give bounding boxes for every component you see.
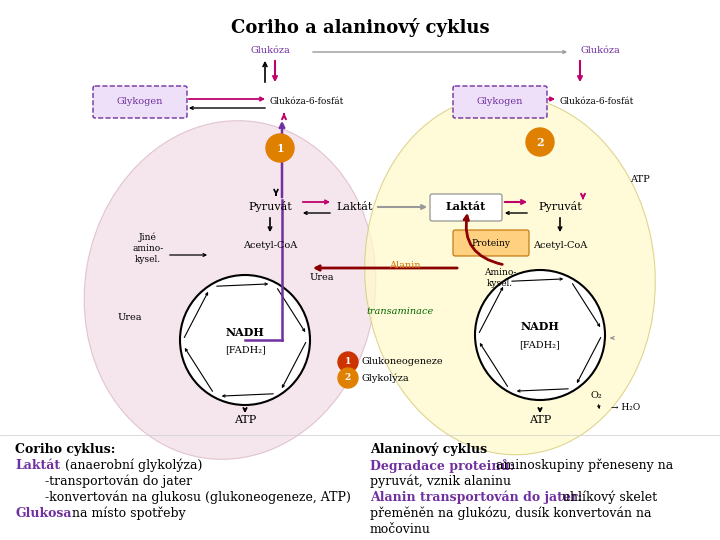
Text: Acetyl-CoA: Acetyl-CoA [243, 240, 297, 249]
Text: Urea: Urea [310, 273, 334, 282]
FancyBboxPatch shape [430, 194, 502, 221]
Text: Alanin: Alanin [390, 260, 420, 269]
Text: 1: 1 [276, 143, 284, 153]
Text: Glukoneogeneze: Glukoneogeneze [362, 357, 444, 367]
Text: Coriho a alaninový cyklus: Coriho a alaninový cyklus [230, 18, 490, 37]
Text: [FADH₂]: [FADH₂] [225, 346, 266, 354]
Text: Glukosa: Glukosa [15, 507, 71, 520]
Text: Coriho cyklus:: Coriho cyklus: [15, 443, 115, 456]
Text: Laktát: Laktát [15, 459, 60, 472]
Text: Glukóza: Glukóza [580, 46, 620, 55]
Text: NADH: NADH [225, 327, 264, 338]
Circle shape [475, 270, 605, 400]
Text: Proteiny: Proteiny [472, 239, 510, 247]
Text: [FADH₂]: [FADH₂] [520, 341, 560, 349]
Text: Laktát: Laktát [446, 201, 486, 213]
Text: -transportován do jater: -transportován do jater [45, 475, 192, 489]
FancyArrowPatch shape [464, 216, 503, 265]
Text: NADH: NADH [521, 321, 559, 333]
Text: Glykogen: Glykogen [117, 98, 163, 106]
Text: -konvertován na glukosu (glukoneogeneze, ATP): -konvertován na glukosu (glukoneogeneze,… [45, 491, 351, 504]
Text: Urea: Urea [118, 314, 143, 322]
FancyBboxPatch shape [93, 86, 187, 118]
Circle shape [180, 275, 310, 405]
FancyBboxPatch shape [453, 86, 547, 118]
Text: (anaerobní glykolýza): (anaerobní glykolýza) [61, 459, 202, 472]
Text: Pyruvát: Pyruvát [538, 201, 582, 213]
Text: Degradace proteinů:: Degradace proteinů: [370, 459, 514, 473]
Text: 2: 2 [345, 374, 351, 382]
FancyBboxPatch shape [453, 230, 529, 256]
Text: ATP: ATP [630, 176, 650, 185]
Text: transaminace: transaminace [366, 307, 433, 316]
Circle shape [338, 368, 358, 388]
Text: 1: 1 [345, 357, 351, 367]
Text: Glykolýza: Glykolýza [362, 373, 410, 383]
Text: Jiné
amino-
kysel.: Jiné amino- kysel. [132, 232, 163, 264]
Text: 2: 2 [536, 137, 544, 147]
Text: na místo spotřeby: na místo spotřeby [68, 507, 186, 521]
Text: Glukóza: Glukóza [250, 46, 290, 55]
Circle shape [526, 128, 554, 156]
Text: Glykogen: Glykogen [477, 98, 523, 106]
Text: Alaninový cyklus: Alaninový cyklus [370, 443, 487, 456]
Text: močovinu: močovinu [370, 523, 431, 536]
Text: uhlíkový skelet: uhlíkový skelet [558, 491, 657, 504]
Circle shape [338, 352, 358, 372]
Ellipse shape [365, 95, 655, 455]
Text: přeměněn na glukózu, dusík konvertován na: přeměněn na glukózu, dusík konvertován n… [370, 507, 652, 521]
Text: → H₂O: → H₂O [611, 402, 641, 411]
Text: O₂: O₂ [590, 390, 602, 400]
Text: aminoskupiny přeneseny na: aminoskupiny přeneseny na [492, 459, 673, 472]
Circle shape [266, 134, 294, 162]
Text: Glukóza-6-fosfát: Glukóza-6-fosfát [560, 98, 634, 106]
Text: ATP: ATP [234, 415, 256, 425]
Ellipse shape [84, 121, 376, 460]
Text: Alanin transportován do jater:: Alanin transportován do jater: [370, 491, 582, 504]
Text: Pyruvát: Pyruvát [248, 201, 292, 213]
Text: pyruvát, vznik alaninu: pyruvát, vznik alaninu [370, 475, 511, 489]
Text: Amino-
kysel.: Amino- kysel. [484, 268, 516, 288]
Text: Acetyl-CoA: Acetyl-CoA [533, 240, 587, 249]
Text: Glukóza-6-fosfát: Glukóza-6-fosfát [270, 98, 344, 106]
Text: ATP: ATP [529, 415, 551, 425]
Text: Laktát: Laktát [337, 202, 373, 212]
